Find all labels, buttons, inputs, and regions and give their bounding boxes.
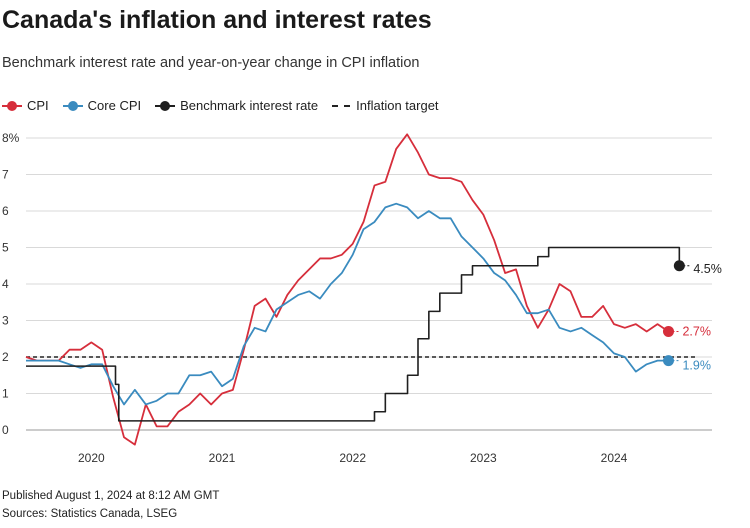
legend-item-target: Inflation target	[332, 98, 439, 113]
y-tick-label: 6	[2, 204, 9, 218]
line-chart: 0 1 2 3 4 5 6 7 8% 2020 2021 2022 2023 2024 2.7% 1.9% 4.…	[2, 131, 722, 465]
legend-label-target: Inflation target	[356, 98, 439, 113]
y-tick-label: 5	[2, 241, 9, 255]
y-tick-label: 4	[2, 277, 9, 291]
legend-label-core-cpi: Core CPI	[87, 98, 142, 113]
x-tick-label: 2020	[78, 451, 105, 465]
y-tick-label: 0	[2, 423, 9, 437]
benchmark-rate-end-point	[673, 260, 685, 272]
core-cpi-line	[26, 202, 669, 406]
y-tick-label: 2	[2, 350, 9, 364]
legend-swatch-cpi	[2, 100, 22, 111]
y-tick-label: 1	[2, 387, 9, 401]
chart-subtitle: Benchmark interest rate and year-on-year…	[2, 55, 420, 71]
benchmark-rate-line	[26, 246, 681, 422]
sources-note: Sources: Statistics Canada, LSEG	[2, 508, 178, 520]
legend-swatch-benchmark	[155, 100, 176, 111]
y-tick-label: 3	[2, 314, 9, 328]
cpi-end-label: 2.7%	[682, 324, 711, 338]
y-tick-label: 8%	[2, 131, 20, 145]
x-tick-label: 2021	[209, 451, 236, 465]
cpi-line	[25, 133, 669, 446]
x-tick-label: 2024	[601, 451, 628, 465]
legend-swatch-core-cpi	[62, 100, 83, 111]
legend-item-core-cpi: Core CPI	[62, 98, 142, 113]
chart-title: Canada's inflation and interest rates	[2, 6, 432, 34]
legend-swatch-target	[332, 104, 351, 107]
legend-label-cpi: CPI	[27, 98, 49, 113]
cpi-end-point	[662, 325, 674, 337]
legend-item-cpi: CPI	[2, 98, 49, 113]
published-note: Published August 1, 2024 at 8:12 AM GMT	[2, 490, 220, 502]
x-tick-label: 2022	[339, 451, 366, 465]
core-cpi-end-point	[662, 355, 674, 367]
legend-label-benchmark: Benchmark interest rate	[180, 98, 319, 113]
core-cpi-end-label: 1.9%	[682, 359, 711, 373]
x-tick-label: 2023	[470, 451, 497, 465]
legend-item-benchmark: Benchmark interest rate	[155, 98, 318, 113]
benchmark-rate-end-label: 4.5%	[693, 262, 722, 276]
y-tick-label: 7	[2, 168, 9, 182]
legend: CPI Core CPI Benchmark interest rate Inf…	[2, 98, 453, 113]
